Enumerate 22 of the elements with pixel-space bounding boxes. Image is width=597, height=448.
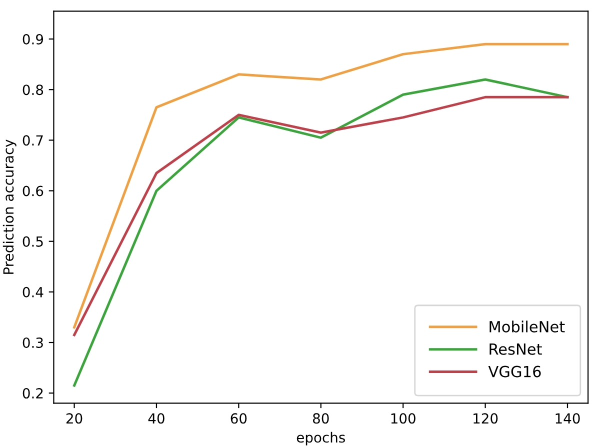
y-axis-title: Prediction accuracy bbox=[2, 140, 16, 274]
legend-label: ResNet bbox=[490, 344, 542, 355]
y-tick-label: 0.5 bbox=[22, 236, 43, 247]
x-tick-label: 60 bbox=[230, 413, 247, 424]
line-series bbox=[73, 78, 569, 387]
x-tick-label: 100 bbox=[391, 413, 416, 424]
x-tick-label: 80 bbox=[312, 413, 329, 424]
y-tick-label: 0.8 bbox=[22, 84, 44, 96]
x-tick-label: 40 bbox=[148, 413, 164, 424]
y-tick-label: 0.7 bbox=[22, 135, 43, 146]
y-tick-label: 0.2 bbox=[22, 388, 43, 399]
x-tick-label: 140 bbox=[556, 413, 580, 424]
y-tick-label: 0.4 bbox=[22, 286, 44, 298]
y-tick-label: 0.6 bbox=[22, 186, 44, 196]
legend-label: VGG16 bbox=[488, 366, 541, 378]
legend-label: MobileNet bbox=[490, 320, 565, 332]
y-tick-label: 0.9 bbox=[22, 34, 44, 44]
line-series bbox=[73, 96, 569, 336]
x-axis-title: epochs bbox=[296, 432, 345, 446]
y-tick-label: 0.3 bbox=[22, 337, 43, 348]
x-tick-label: 20 bbox=[66, 413, 82, 424]
x-tick-label: 120 bbox=[474, 413, 498, 424]
